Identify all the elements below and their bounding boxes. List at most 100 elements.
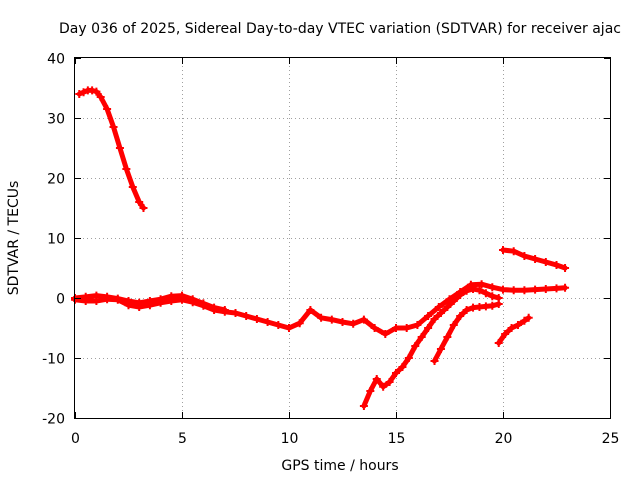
data-point (462, 306, 471, 314)
data-point (103, 292, 112, 301)
data-point (79, 88, 88, 97)
data-point (295, 319, 304, 328)
series-arc-7 (499, 246, 570, 272)
data-point (135, 298, 144, 307)
x-tick-label: 0 (71, 431, 80, 447)
data-point (210, 303, 219, 312)
data-point (178, 291, 186, 300)
data-point (488, 292, 497, 301)
data-point (552, 261, 561, 269)
data-point (392, 324, 400, 332)
data-point (475, 286, 484, 295)
data-point (477, 280, 486, 289)
data-point (434, 303, 443, 311)
data-point (379, 382, 388, 391)
data-point (242, 312, 251, 320)
x-axis-label: GPS time / hours (281, 458, 398, 474)
data-point (499, 246, 507, 254)
y-tick-label: 30 (47, 112, 65, 128)
data-point (424, 312, 433, 320)
data-point (81, 292, 90, 301)
data-point (494, 339, 503, 347)
data-point (443, 333, 452, 341)
data-point (103, 105, 112, 113)
data-point (513, 321, 522, 329)
series-arc-1 (75, 86, 148, 212)
data-point (404, 354, 413, 362)
series-line (76, 87, 146, 211)
data-point (122, 165, 131, 173)
data-point (156, 295, 165, 304)
data-point (520, 316, 529, 325)
data-point (552, 284, 561, 293)
data-point (494, 300, 503, 308)
data-point (167, 292, 176, 301)
axis-ticks: 0 5 10 15 20 25 -20 -10 0 10 20 30 40 (42, 52, 619, 448)
series-arc-4 (359, 285, 503, 410)
data-point (561, 283, 570, 292)
data-point (392, 369, 400, 377)
data-point (113, 294, 122, 303)
data-point (481, 289, 490, 298)
series-arc-3 (71, 291, 229, 314)
data-point (327, 315, 336, 324)
data-point (115, 144, 124, 152)
data-point (531, 255, 540, 263)
data-point (338, 318, 347, 326)
data-point (524, 313, 533, 322)
data-point (499, 285, 507, 294)
data-point (424, 324, 433, 332)
data-point (541, 285, 550, 293)
data-point (92, 87, 101, 96)
data-point (417, 333, 426, 341)
y-tick-label: -10 (42, 352, 65, 368)
data-point (128, 183, 137, 191)
data-point (443, 303, 452, 311)
data-point (488, 301, 497, 310)
data-point (501, 330, 510, 338)
data-point (317, 313, 326, 322)
data-point (220, 306, 229, 314)
data-point (359, 315, 368, 324)
data-point (372, 375, 381, 383)
data-point (430, 357, 439, 365)
data-point (370, 324, 379, 332)
data-point (509, 247, 518, 256)
data-point (366, 387, 375, 395)
data-point (385, 378, 394, 386)
data-point (188, 295, 197, 304)
data-point (285, 324, 293, 332)
data-point (88, 86, 97, 95)
grid (75, 58, 610, 418)
data-point (381, 330, 390, 338)
series-arc-6 (494, 313, 533, 347)
data-point (306, 306, 315, 314)
data-point (541, 258, 550, 266)
data-point (398, 363, 407, 371)
x-tick-label: 10 (281, 431, 299, 447)
series-arc-5 (430, 300, 503, 365)
y-axis-label: SDTVAR / TECUs (6, 181, 22, 296)
data-point (252, 315, 261, 323)
data-point (507, 324, 516, 332)
data-point (124, 297, 133, 305)
data-point (349, 319, 358, 328)
data-point (430, 315, 439, 323)
data-point (139, 204, 148, 212)
data-point (135, 198, 144, 206)
data-point (75, 90, 84, 98)
y-tick-label: 20 (47, 172, 65, 188)
data-point (231, 309, 240, 317)
data-point (402, 324, 411, 332)
data-point (509, 286, 518, 295)
data-point (436, 309, 445, 317)
data-point (413, 321, 422, 329)
data-point (411, 342, 420, 350)
data-point (520, 252, 529, 260)
data-point (145, 297, 154, 305)
data-point (96, 93, 105, 101)
data-series (71, 86, 570, 410)
data-point (561, 264, 570, 272)
data-point (488, 283, 497, 292)
